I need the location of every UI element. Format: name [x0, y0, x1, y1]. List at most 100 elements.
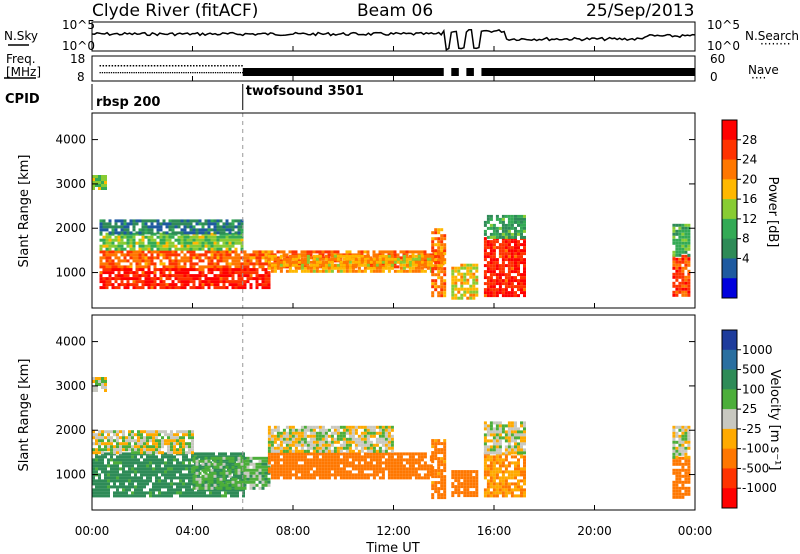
heatmap-cell: [101, 448, 104, 452]
heatmap-cell: [179, 482, 182, 486]
heatmap-cell: [110, 458, 113, 462]
heatmap-cell: [120, 222, 124, 226]
heatmap-cell: [134, 433, 137, 437]
heatmap-cell: [204, 456, 208, 460]
heatmap-cell: [408, 257, 412, 261]
heatmap-cell: [126, 244, 130, 248]
heatmap-cell: [300, 431, 304, 435]
heatmap-cell: [339, 256, 343, 260]
heatmap-cell: [466, 296, 470, 300]
heatmap-cell: [408, 263, 412, 267]
heatmap-cell: [306, 428, 310, 432]
heatmap-cell: [451, 476, 455, 480]
heatmap-cell: [233, 491, 236, 495]
heatmap-cell: [171, 286, 175, 290]
heatmap-cell: [336, 431, 340, 435]
heatmap-cell: [129, 283, 133, 287]
heatmap-cell: [198, 265, 202, 269]
heatmap-cell: [434, 258, 438, 262]
heatmap-cell: [300, 269, 304, 273]
heatmap-cell: [191, 433, 194, 437]
heatmap-cell: [489, 455, 493, 459]
heatmap-cell: [417, 467, 421, 471]
heatmap-cell: [372, 257, 376, 261]
heatmap-cell: [333, 449, 337, 453]
heatmap-cell: [327, 470, 331, 474]
heatmap-cell: [327, 443, 331, 447]
heatmap-cell: [495, 470, 499, 474]
heatmap-cell: [99, 280, 103, 284]
heatmap-cell: [164, 464, 167, 468]
heatmap-cell: [149, 436, 152, 440]
heatmap-cell: [158, 491, 161, 495]
heatmap-cell: [264, 471, 268, 475]
heatmap-cell: [501, 452, 505, 456]
heatmap-cell: [137, 461, 140, 465]
heatmap-cell: [141, 250, 145, 254]
heatmap-cell: [483, 464, 487, 468]
heatmap-cell: [165, 250, 169, 254]
heatmap-cell: [207, 459, 211, 463]
heatmap-cell: [161, 467, 164, 471]
heatmap-cell: [95, 181, 98, 184]
heatmap-cell: [131, 439, 134, 443]
heatmap-cell: [495, 448, 499, 452]
heatmap-cell: [675, 253, 679, 257]
heatmap-cell: [128, 433, 131, 437]
heatmap-cell: [264, 462, 268, 466]
heatmap-cell: [267, 271, 271, 275]
heatmap-cell: [495, 217, 499, 221]
heatmap-cell: [162, 280, 166, 284]
heatmap-cell: [237, 253, 241, 257]
heatmap-cell: [396, 464, 400, 468]
heatmap-cell: [321, 476, 325, 480]
heatmap-cell: [309, 260, 313, 264]
heatmap-cell: [312, 449, 316, 453]
heatmap-cell: [501, 270, 505, 274]
nave-dot: [238, 65, 240, 67]
heatmap-cell: [300, 250, 304, 254]
heatmap-cell: [457, 296, 461, 300]
heatmap-cell: [116, 461, 119, 465]
heatmap-cell: [387, 467, 391, 471]
heatmap-cell: [375, 257, 379, 261]
heatmap-cell: [396, 257, 400, 261]
heatmap-cell: [324, 467, 328, 471]
heatmap-cell: [126, 231, 130, 235]
heatmap-cell: [675, 489, 679, 493]
heatmap-cell: [318, 449, 322, 453]
heatmap-cell: [387, 269, 391, 273]
heatmap-cell: [182, 451, 185, 455]
heatmap-cell: [105, 241, 109, 245]
heatmap-cell: [95, 491, 98, 495]
heatmap-cell: [222, 231, 226, 235]
heatmap-cell: [523, 235, 526, 239]
heatmap-cell: [492, 479, 496, 483]
heatmap-cell: [312, 263, 316, 267]
freq-gap: [473, 68, 482, 76]
heatmap-cell: [514, 220, 517, 224]
heatmap-cell: [108, 277, 112, 281]
heatmap-cell: [207, 283, 211, 287]
heatmap-cell: [495, 240, 499, 244]
heatmap-cell: [219, 277, 223, 281]
heatmap-cell: [675, 229, 679, 233]
nsearch-tick-top: 10^5: [707, 18, 740, 32]
heatmap-cell: [507, 217, 511, 221]
heatmap-cell: [678, 223, 682, 227]
heatmap-cell: [249, 277, 253, 281]
heatmap-cell: [207, 462, 211, 466]
heatmap-cell: [264, 268, 268, 272]
heatmap-cell: [147, 259, 151, 263]
heatmap-cell: [408, 473, 412, 477]
heatmap-cell: [113, 479, 116, 483]
heatmap-cell: [240, 274, 244, 278]
heatmap-cell: [684, 266, 688, 270]
heatmap-cell: [357, 470, 361, 474]
heatmap-cell: [114, 235, 118, 239]
heatmap-cell: [191, 448, 194, 452]
heatmap-cell: [195, 486, 199, 490]
heatmap-cell: [201, 483, 205, 487]
heatmap-cell: [523, 214, 526, 218]
heatmap-cell: [95, 461, 98, 465]
